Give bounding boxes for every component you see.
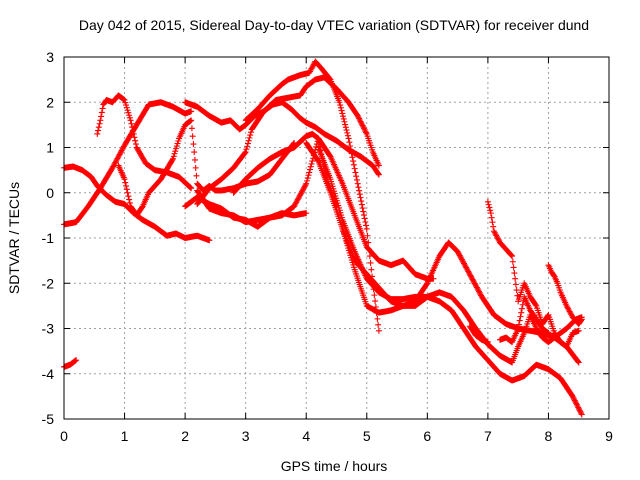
x-tick-label: 3 [242, 428, 250, 444]
x-tick-label: 7 [484, 428, 492, 444]
x-tick-label: 8 [545, 428, 553, 444]
data-markers [497, 293, 552, 346]
y-tick-label: -5 [42, 411, 55, 427]
y-tick-label: 0 [46, 185, 54, 201]
series-track-09 [194, 187, 310, 226]
x-tick-label: 5 [363, 428, 371, 444]
chart-title: Day 042 of 2015, Sidereal Day-to-day VTE… [79, 17, 589, 33]
series-track-16 [484, 198, 582, 350]
y-tick-label: 2 [46, 94, 54, 110]
x-tick-label: 1 [121, 428, 129, 444]
series-track-07 [194, 74, 382, 208]
x-tick-label: 6 [423, 428, 431, 444]
data-markers [94, 92, 195, 192]
series-track-15 [466, 323, 491, 346]
y-tick-label: 1 [46, 140, 54, 156]
series-track-14 [339, 225, 582, 366]
series-track-10 [242, 58, 382, 334]
y-axis-label: SDTVAR / TECUs [6, 182, 22, 294]
data-markers [466, 323, 491, 346]
data-markers [230, 130, 437, 282]
y-tick-label: 3 [46, 49, 54, 65]
data-markers [315, 144, 585, 418]
data-markers [194, 74, 382, 208]
axis-ticks: 0 1 2 3 4 5 6 7 8 9 -5 -4 -3 -2 -1 0 1 2 3 [42, 49, 614, 444]
plot-frame [63, 56, 610, 420]
data-markers [242, 58, 382, 334]
data-markers [484, 198, 582, 350]
y-tick-label: -4 [42, 366, 55, 382]
x-tick-label: 4 [302, 428, 310, 444]
x-tick-label: 0 [60, 428, 68, 444]
y-tick-label: -1 [42, 230, 55, 246]
series-track-17 [497, 293, 552, 346]
x-tick-label: 9 [605, 428, 613, 444]
series-track-11 [230, 130, 437, 282]
series-layer [61, 58, 585, 418]
y-tick-label: -2 [42, 275, 55, 291]
series-track-04 [94, 92, 195, 192]
data-markers [339, 225, 582, 366]
data-markers [194, 187, 310, 226]
x-tick-label: 2 [181, 428, 189, 444]
series-track-13 [315, 144, 585, 418]
y-tick-label: -3 [42, 321, 55, 337]
x-axis-label: GPS time / hours [281, 458, 388, 474]
data-markers [545, 262, 585, 327]
series-track-18 [545, 262, 585, 327]
